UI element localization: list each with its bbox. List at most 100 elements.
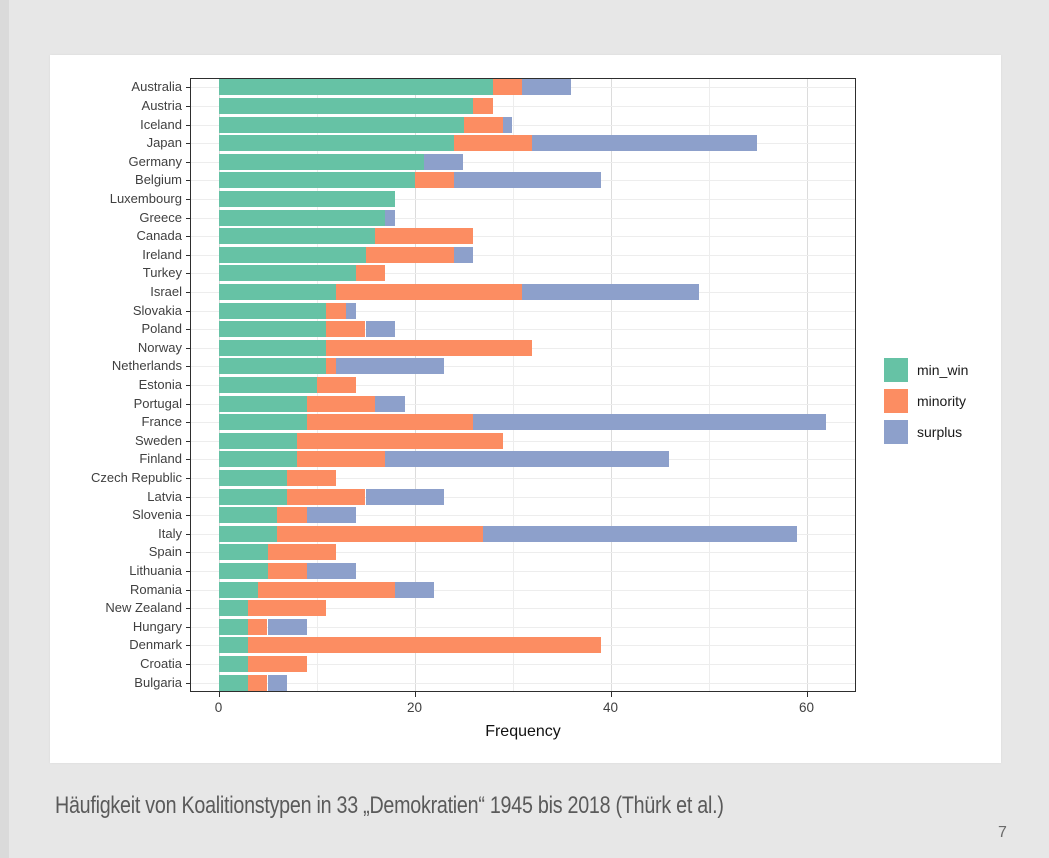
x-tick-mark xyxy=(610,692,612,697)
gridline-y-4 xyxy=(191,162,855,163)
bar-segment-surplus xyxy=(365,321,395,337)
category-label: Iceland xyxy=(140,117,182,132)
legend-swatch-min-win xyxy=(884,358,908,382)
bar-segment-surplus xyxy=(365,489,444,505)
category-label: Canada xyxy=(136,228,182,243)
gridline-y-13 xyxy=(191,329,855,330)
bar-segment-minority xyxy=(326,303,346,319)
bar-segment-min_win xyxy=(218,172,415,188)
bar-segment-surplus xyxy=(336,358,444,374)
gridline-y-17 xyxy=(191,404,855,405)
bar-segment-min_win xyxy=(218,210,386,226)
gridline-y-32 xyxy=(191,683,855,684)
category-label: Poland xyxy=(141,321,182,336)
category-label: Greece xyxy=(139,210,182,225)
bar-segment-minority xyxy=(326,321,366,337)
bar-segment-min_win xyxy=(218,656,248,672)
bar-segment-min_win xyxy=(218,340,327,356)
category-label: Lithuania xyxy=(129,563,182,578)
gridline-y-27 xyxy=(191,590,855,591)
y-tick-mark xyxy=(186,459,190,460)
y-tick-mark xyxy=(186,143,190,144)
y-tick-mark xyxy=(186,515,190,516)
bar-segment-minority xyxy=(267,563,307,579)
y-tick-mark xyxy=(186,329,190,330)
gridline-y-21 xyxy=(191,478,855,479)
y-tick-mark xyxy=(186,385,190,386)
bar-segment-min_win xyxy=(218,507,278,523)
bar-segment-minority xyxy=(316,377,356,393)
bar-segment-min_win xyxy=(218,582,258,598)
y-tick-mark xyxy=(186,534,190,535)
bar-segment-minority xyxy=(326,340,533,356)
bar-segment-surplus xyxy=(345,303,356,319)
bar-segment-min_win xyxy=(218,98,474,114)
gridline-y-15 xyxy=(191,366,855,367)
gridline-y-10 xyxy=(191,273,855,274)
legend-swatch-surplus xyxy=(884,420,908,444)
y-tick-mark xyxy=(186,87,190,88)
gridline-y-26 xyxy=(191,571,855,572)
category-label: Hungary xyxy=(132,619,182,634)
y-tick-mark xyxy=(186,497,190,498)
bar-segment-minority xyxy=(296,433,503,449)
y-tick-mark xyxy=(186,590,190,591)
bar-segment-minority xyxy=(287,489,366,505)
bar-segment-minority xyxy=(257,582,395,598)
x-tick-label: 40 xyxy=(602,700,619,715)
bar-segment-surplus xyxy=(522,79,572,95)
bar-segment-surplus xyxy=(424,154,464,170)
category-label: Croatia xyxy=(140,656,182,671)
bar-segment-min_win xyxy=(218,675,248,691)
y-tick-mark xyxy=(186,218,190,219)
category-label: Norway xyxy=(137,340,182,355)
bar-segment-min_win xyxy=(218,600,248,616)
bar-segment-min_win xyxy=(218,154,425,170)
y-tick-mark xyxy=(186,125,190,126)
bar-segment-surplus xyxy=(267,619,307,635)
bar-segment-min_win xyxy=(218,414,307,430)
category-label: Bulgaria xyxy=(134,675,182,690)
y-tick-mark xyxy=(186,571,190,572)
bar-segment-min_win xyxy=(218,433,297,449)
x-tick-label: 20 xyxy=(406,700,423,715)
y-tick-mark xyxy=(186,255,190,256)
y-tick-mark xyxy=(186,348,190,349)
gridline-y-23 xyxy=(191,515,855,516)
gridline-y-29 xyxy=(191,627,855,628)
bar-segment-minority xyxy=(247,675,268,691)
category-label: Portugal xyxy=(133,396,182,411)
bar-segment-min_win xyxy=(218,544,268,560)
y-tick-mark xyxy=(186,292,190,293)
bar-segment-surplus xyxy=(267,675,288,691)
bar-segment-min_win xyxy=(218,135,454,151)
y-tick-mark xyxy=(186,366,190,367)
bar-segment-minority xyxy=(414,172,454,188)
bar-segment-min_win xyxy=(218,526,278,542)
bar-segment-min_win xyxy=(218,191,395,207)
gridline-y-31 xyxy=(191,664,855,665)
x-axis-title: Frequency xyxy=(485,723,561,740)
gridline-y-2 xyxy=(191,125,855,126)
bar-segment-surplus xyxy=(483,526,797,542)
gridline-y-12 xyxy=(191,311,855,312)
bar-segment-minority xyxy=(375,228,474,244)
gridline-y-16 xyxy=(191,385,855,386)
bar-segment-min_win xyxy=(218,117,464,133)
x-tick-label: 60 xyxy=(798,700,815,715)
bar-segment-minority xyxy=(473,98,493,114)
y-tick-mark xyxy=(186,311,190,312)
bar-segment-min_win xyxy=(218,377,317,393)
bar-segment-min_win xyxy=(218,637,248,653)
bar-segment-min_win xyxy=(218,79,493,95)
bar-segment-min_win xyxy=(218,489,288,505)
bar-segment-min_win xyxy=(218,358,327,374)
bar-segment-minority xyxy=(306,396,376,412)
bar-segment-minority xyxy=(306,414,474,430)
y-tick-mark xyxy=(186,552,190,553)
bar-segment-min_win xyxy=(218,247,366,263)
bar-segment-minority xyxy=(247,656,307,672)
y-tick-mark xyxy=(186,199,190,200)
bar-segment-minority xyxy=(247,619,268,635)
y-tick-mark xyxy=(186,106,190,107)
